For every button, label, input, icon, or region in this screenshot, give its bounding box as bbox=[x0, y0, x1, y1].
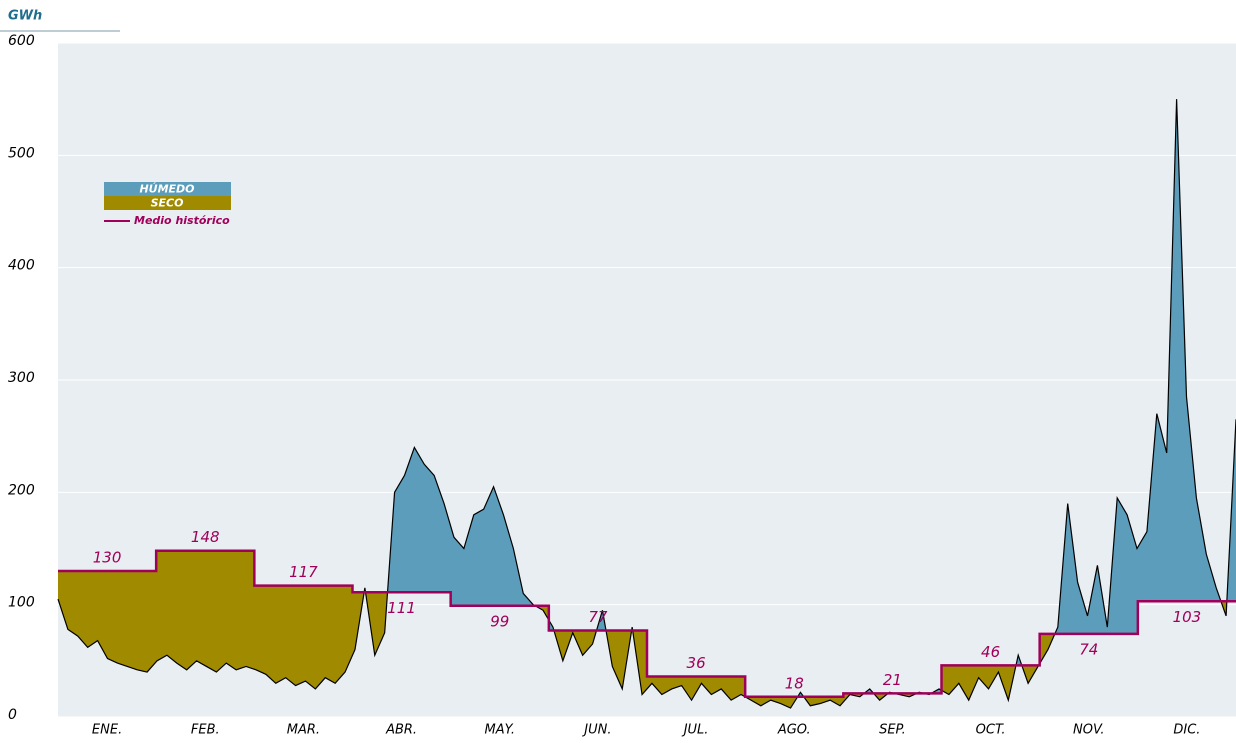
y-tick-label: 300 bbox=[8, 370, 35, 386]
y-tick-label: 600 bbox=[8, 33, 35, 49]
x-tick-label: AGO. bbox=[777, 723, 811, 738]
historical-label: 99 bbox=[490, 612, 509, 630]
x-tick-label: OCT. bbox=[976, 723, 1006, 738]
legend-label: SECO bbox=[151, 197, 184, 210]
y-axis-label: GWh bbox=[8, 9, 42, 24]
historical-label: 148 bbox=[191, 528, 220, 546]
historical-label: 103 bbox=[1173, 608, 1202, 626]
y-tick-label: 100 bbox=[8, 595, 35, 611]
y-tick-label: 500 bbox=[8, 145, 35, 161]
legend-swatch bbox=[104, 196, 231, 210]
historical-label: 130 bbox=[93, 548, 122, 566]
historical-label: 36 bbox=[687, 654, 706, 672]
historical-line bbox=[58, 549, 1236, 699]
x-tick-label: SEP. bbox=[879, 723, 906, 738]
x-tick-label: NOV. bbox=[1073, 723, 1105, 738]
historical-label: 18 bbox=[785, 674, 804, 692]
y-tick-label: 400 bbox=[8, 258, 35, 274]
legend-label: HÚMEDO bbox=[139, 183, 194, 196]
x-tick-label: MAR. bbox=[287, 723, 320, 738]
y-tick-label: 200 bbox=[8, 482, 35, 498]
x-tick-label: FEB. bbox=[191, 723, 220, 738]
y-tick-label: 0 bbox=[8, 707, 17, 723]
x-tick-label: ABR. bbox=[385, 723, 417, 738]
x-tick-label: DIC. bbox=[1173, 723, 1200, 738]
historical-label: 77 bbox=[588, 608, 608, 626]
x-tick-label: JUL. bbox=[681, 723, 709, 738]
historical-label: 21 bbox=[883, 671, 902, 689]
legend-label: Medio histórico bbox=[134, 214, 230, 227]
dry-area bbox=[58, 550, 1236, 709]
plot: 130 148 117 111 99 77 36 18 21 46 74 103 bbox=[57, 99, 1236, 709]
historical-label: 117 bbox=[289, 563, 318, 581]
legend-swatch bbox=[104, 182, 231, 196]
historical-label: 111 bbox=[387, 599, 416, 617]
x-tick-label: ENE. bbox=[92, 723, 122, 738]
x-tick-label: MAY. bbox=[484, 723, 515, 738]
historical-label: 74 bbox=[1079, 640, 1098, 658]
x-tick-label: JUN. bbox=[581, 723, 611, 738]
historical-label: 46 bbox=[981, 643, 1000, 661]
